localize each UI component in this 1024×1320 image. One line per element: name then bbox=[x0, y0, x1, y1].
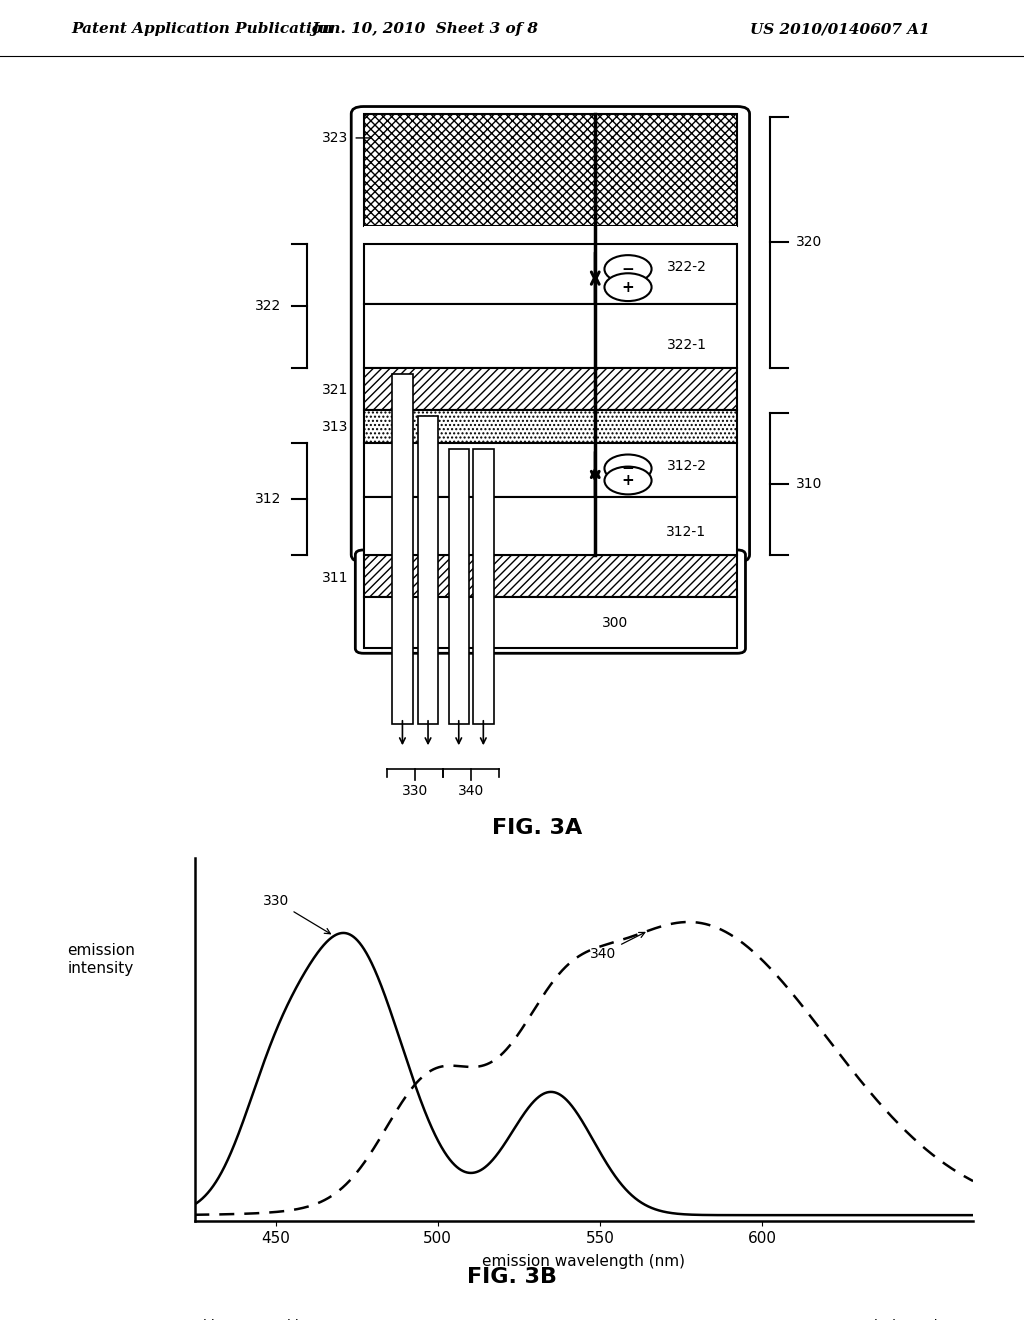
Text: 312: 312 bbox=[255, 492, 282, 506]
Bar bbox=[364, 444, 737, 498]
Text: 323: 323 bbox=[322, 131, 348, 145]
Text: 322-1: 322-1 bbox=[667, 338, 707, 351]
Text: 312-2: 312-2 bbox=[667, 459, 707, 473]
Circle shape bbox=[604, 255, 651, 282]
X-axis label: emission wavelength (nm): emission wavelength (nm) bbox=[482, 1254, 685, 1269]
Bar bbox=[449, 449, 469, 723]
Text: +: + bbox=[622, 473, 635, 488]
Text: 321: 321 bbox=[322, 384, 348, 397]
Bar bbox=[418, 416, 438, 723]
Text: emission
intensity: emission intensity bbox=[68, 944, 135, 975]
Text: 322-2: 322-2 bbox=[667, 260, 707, 273]
Bar bbox=[364, 114, 737, 226]
Bar bbox=[364, 554, 737, 597]
Text: 312-1: 312-1 bbox=[667, 525, 707, 539]
Text: +: + bbox=[622, 280, 635, 294]
Bar bbox=[364, 304, 737, 367]
Text: FIG. 3A: FIG. 3A bbox=[493, 817, 583, 838]
Bar bbox=[364, 597, 737, 648]
Text: US 2010/0140607 A1: US 2010/0140607 A1 bbox=[750, 22, 930, 36]
Text: 340: 340 bbox=[458, 784, 484, 797]
Text: 320: 320 bbox=[796, 235, 822, 249]
Text: 311: 311 bbox=[322, 570, 348, 585]
Text: 300: 300 bbox=[602, 615, 628, 630]
Text: 310: 310 bbox=[796, 477, 822, 491]
Circle shape bbox=[604, 466, 651, 495]
Text: 322: 322 bbox=[255, 298, 282, 313]
FancyBboxPatch shape bbox=[355, 550, 745, 653]
Bar bbox=[364, 409, 737, 444]
Text: Patent Application Publication: Patent Application Publication bbox=[72, 22, 334, 36]
Text: 330: 330 bbox=[402, 784, 428, 797]
Text: −: − bbox=[622, 461, 635, 477]
Bar bbox=[364, 226, 737, 244]
Text: FIG. 3B: FIG. 3B bbox=[467, 1267, 557, 1287]
Text: 340: 340 bbox=[590, 932, 645, 961]
Text: 313: 313 bbox=[322, 420, 348, 434]
Text: 330: 330 bbox=[262, 894, 331, 933]
Bar bbox=[392, 374, 413, 723]
Bar bbox=[364, 498, 737, 554]
FancyBboxPatch shape bbox=[351, 107, 750, 562]
Text: Jun. 10, 2010  Sheet 3 of 8: Jun. 10, 2010 Sheet 3 of 8 bbox=[311, 22, 539, 36]
Circle shape bbox=[604, 454, 651, 482]
Bar bbox=[364, 244, 737, 304]
Bar bbox=[473, 449, 494, 723]
Text: −: − bbox=[622, 261, 635, 277]
Bar bbox=[364, 367, 737, 409]
Circle shape bbox=[604, 273, 651, 301]
